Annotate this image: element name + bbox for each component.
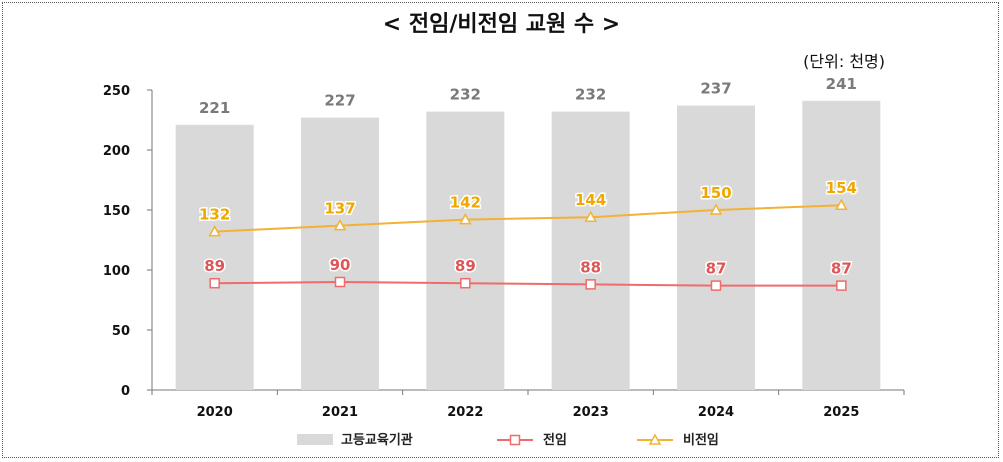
- bar-series: [175, 100, 881, 391]
- x-tick-label: 2022: [447, 405, 483, 420]
- point-marker: [835, 198, 848, 210]
- data-label: 90: [330, 256, 351, 274]
- point-marker: [836, 280, 847, 291]
- bar-value-label: 232: [450, 86, 481, 104]
- series-line: [214, 280, 842, 287]
- point-marker: [208, 225, 221, 237]
- point-marker: [209, 277, 220, 289]
- data-label: 89: [455, 257, 476, 275]
- x-tick-label: 2025: [823, 405, 859, 420]
- data-labels: 221 227 232 232 237 241 89 90 89 88 87 87 132 137 142 1…: [198, 75, 859, 279]
- x-tick-label: 2020: [197, 405, 233, 420]
- y-tick-label: 100: [103, 264, 130, 279]
- bar: [551, 111, 630, 390]
- data-label: 144: [575, 191, 606, 209]
- point-marker: [460, 277, 471, 289]
- bar: [802, 100, 881, 391]
- bar-value-label: 232: [575, 86, 606, 104]
- legend-marker: [509, 434, 521, 446]
- line-series: [208, 198, 848, 291]
- x-tick-label: 2023: [573, 405, 609, 420]
- bar-value-label: 227: [324, 92, 355, 110]
- data-label: 89: [204, 257, 225, 275]
- bar-value-label: 237: [700, 80, 731, 98]
- data-label: 87: [831, 260, 852, 278]
- data-label: 154: [826, 179, 857, 197]
- data-label: 137: [324, 200, 355, 218]
- point-marker: [459, 213, 472, 225]
- bar: [301, 117, 379, 390]
- data-label: 142: [450, 194, 481, 212]
- bar: [426, 111, 505, 390]
- chart-legend: 고등교육기관 전임 비전임: [297, 432, 719, 448]
- bar-value-label: 221: [199, 99, 230, 117]
- chart-axes: 0 50 100 150 200 250 2020 2021 2022 2023 2024 2025: [103, 84, 905, 420]
- y-tick-label: 50: [112, 324, 130, 339]
- legend-marker: [648, 433, 662, 445]
- unit-label: (단위: 천명): [803, 52, 885, 71]
- legend-label: 비전임: [683, 432, 719, 448]
- bar-value-label: 241: [826, 75, 857, 93]
- data-label: 150: [700, 184, 731, 202]
- y-tick-label: 250: [103, 84, 130, 99]
- y-tick-label: 0: [121, 384, 130, 399]
- bar: [175, 124, 254, 391]
- chart-title: < 전임/비전임 교원 수 >: [382, 12, 621, 37]
- data-label: 132: [199, 206, 230, 224]
- series-line: [214, 204, 842, 233]
- legend-label: 전임: [543, 432, 567, 448]
- point-marker: [585, 279, 596, 290]
- point-marker: [710, 280, 722, 291]
- legend-label: 고등교육기관: [341, 432, 413, 448]
- legend-swatch-bar: [297, 434, 333, 445]
- point-marker: [584, 210, 597, 222]
- point-marker: [334, 276, 346, 288]
- y-tick-label: 150: [103, 204, 130, 219]
- x-tick-label: 2024: [698, 405, 734, 420]
- point-marker: [333, 219, 347, 231]
- data-label: 88: [580, 258, 601, 276]
- bar: [677, 105, 755, 390]
- point-marker: [709, 203, 723, 215]
- data-label: 87: [706, 260, 727, 278]
- x-tick-label: 2021: [322, 405, 358, 420]
- y-tick-label: 200: [103, 144, 130, 159]
